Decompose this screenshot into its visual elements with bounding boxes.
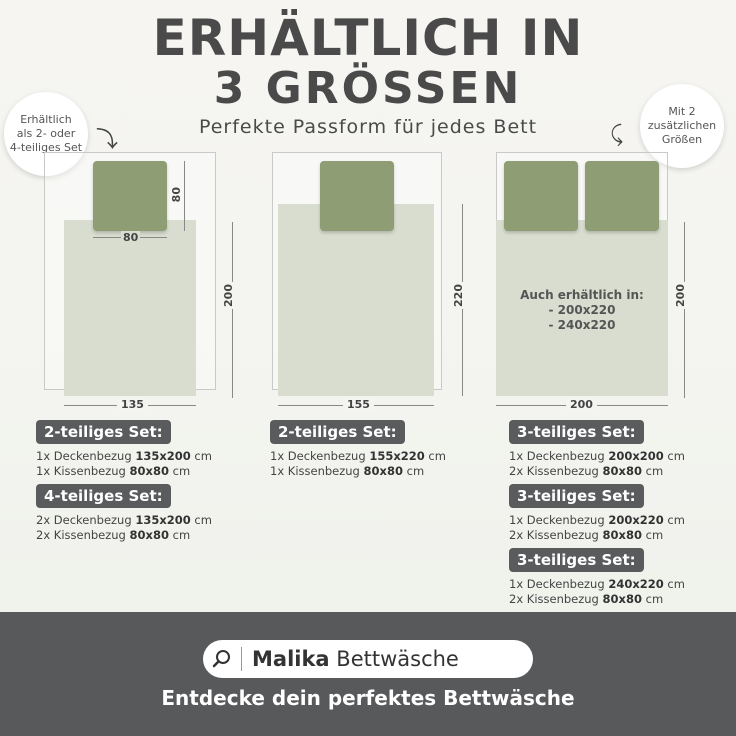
search-icon [203,640,241,678]
callout-right: Mit 2 zusätzlichen Größen [640,84,724,168]
callout-left-line: als 2- oder [16,127,76,140]
curved-arrow-icon: ⤹ [610,122,624,147]
set-line: 1x Deckenbezug 200x200 cm [509,449,685,463]
set-line: 1x Deckenbezug 240x220 cm [509,577,685,591]
bed-height-label: 220 [452,282,465,309]
bed-height-line [684,222,685,398]
set-line: 1x Deckenbezug 155x220 cm [270,449,446,463]
callout-left: Erhältlich als 2- oder 4-teiliges Set [4,92,88,176]
callout-left-line: 4-teiliges Set [9,141,83,154]
duvet-2 [278,204,434,396]
bed-height-line [232,222,233,398]
brand-name: Malika Bettwäsche [252,647,459,671]
page-title-line1: ERHÄLTLICH IN [152,9,584,67]
set-line: 2x Kissenbezug 80x80 cm [509,464,664,478]
also-available-item: - 240x220 [548,318,616,332]
bed-height-label: 200 [222,282,235,309]
set-line: 2x Kissenbezug 80x80 cm [36,528,191,542]
duvet-1 [64,220,196,396]
curved-arrow-icon: ⤵ [96,128,119,153]
set-line: 1x Kissenbezug 80x80 cm [36,464,191,478]
bed-width-label: 135 [117,398,148,411]
pillow-height-line [184,161,185,231]
set-line: 2x Deckenbezug 135x200 cm [36,513,212,527]
callout-right-line: zusätzlichen [647,119,717,132]
pillow-1 [93,161,167,231]
set-line: 1x Deckenbezug 135x200 cm [36,449,212,463]
callout-right-line: Größen [661,133,703,146]
also-available-item: - 200x220 [548,303,616,317]
bed-width-label: 155 [343,398,374,411]
also-available-title: Auch erhältlich in: [520,288,644,302]
pillow-2 [320,161,394,231]
page-title-line2: 3 GRÖSSEN [213,63,523,114]
pillow-3b [585,161,659,231]
callout-left-line: Erhältlich [20,113,72,126]
pillow-width-label: 80 [121,231,141,244]
also-available-box: Auch erhältlich in: - 200x220 - 240x220 [496,288,668,333]
set-line: 1x Deckenbezug 200x220 cm [509,513,685,527]
page-subtitle: Perfekte Passform für jedes Bett [198,116,538,138]
bed-width-label: 200 [566,398,597,411]
set-badge: 3-teiliges Set: [509,420,644,444]
set-badge: 2-teiliges Set: [270,420,405,444]
set-badge: 4-teiliges Set: [36,484,171,508]
set-badge: 2-teiliges Set: [36,420,171,444]
callout-right-line: Mit 2 [668,105,696,118]
pillow-height-label: 80 [170,187,183,203]
set-badge: 3-teiliges Set: [509,484,644,508]
set-line: 2x Kissenbezug 80x80 cm [509,528,664,542]
set-line: 2x Kissenbezug 80x80 cm [509,592,664,606]
set-line: 1x Kissenbezug 80x80 cm [270,464,425,478]
brand-search-pill[interactable]: Malika Bettwäsche [203,640,533,678]
set-badge: 3-teiliges Set: [509,548,644,572]
pillow-3a [504,161,578,231]
bed-height-label: 200 [674,282,687,309]
footer-tagline: Entdecke dein perfektes Bettwäsche [161,686,575,710]
brand-separator [241,647,242,671]
duvet-3 [496,220,668,396]
